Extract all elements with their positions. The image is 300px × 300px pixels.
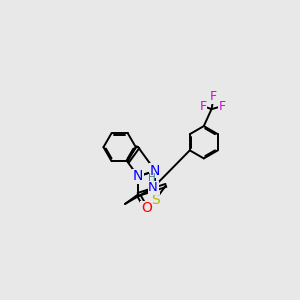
- Text: F: F: [210, 90, 218, 103]
- Text: N: N: [133, 169, 143, 183]
- Text: F: F: [219, 100, 226, 112]
- Text: N: N: [148, 181, 158, 194]
- Text: N: N: [150, 164, 160, 178]
- Text: O: O: [141, 202, 152, 215]
- Text: H: H: [148, 173, 156, 183]
- Text: F: F: [200, 100, 207, 112]
- Text: S: S: [151, 193, 160, 207]
